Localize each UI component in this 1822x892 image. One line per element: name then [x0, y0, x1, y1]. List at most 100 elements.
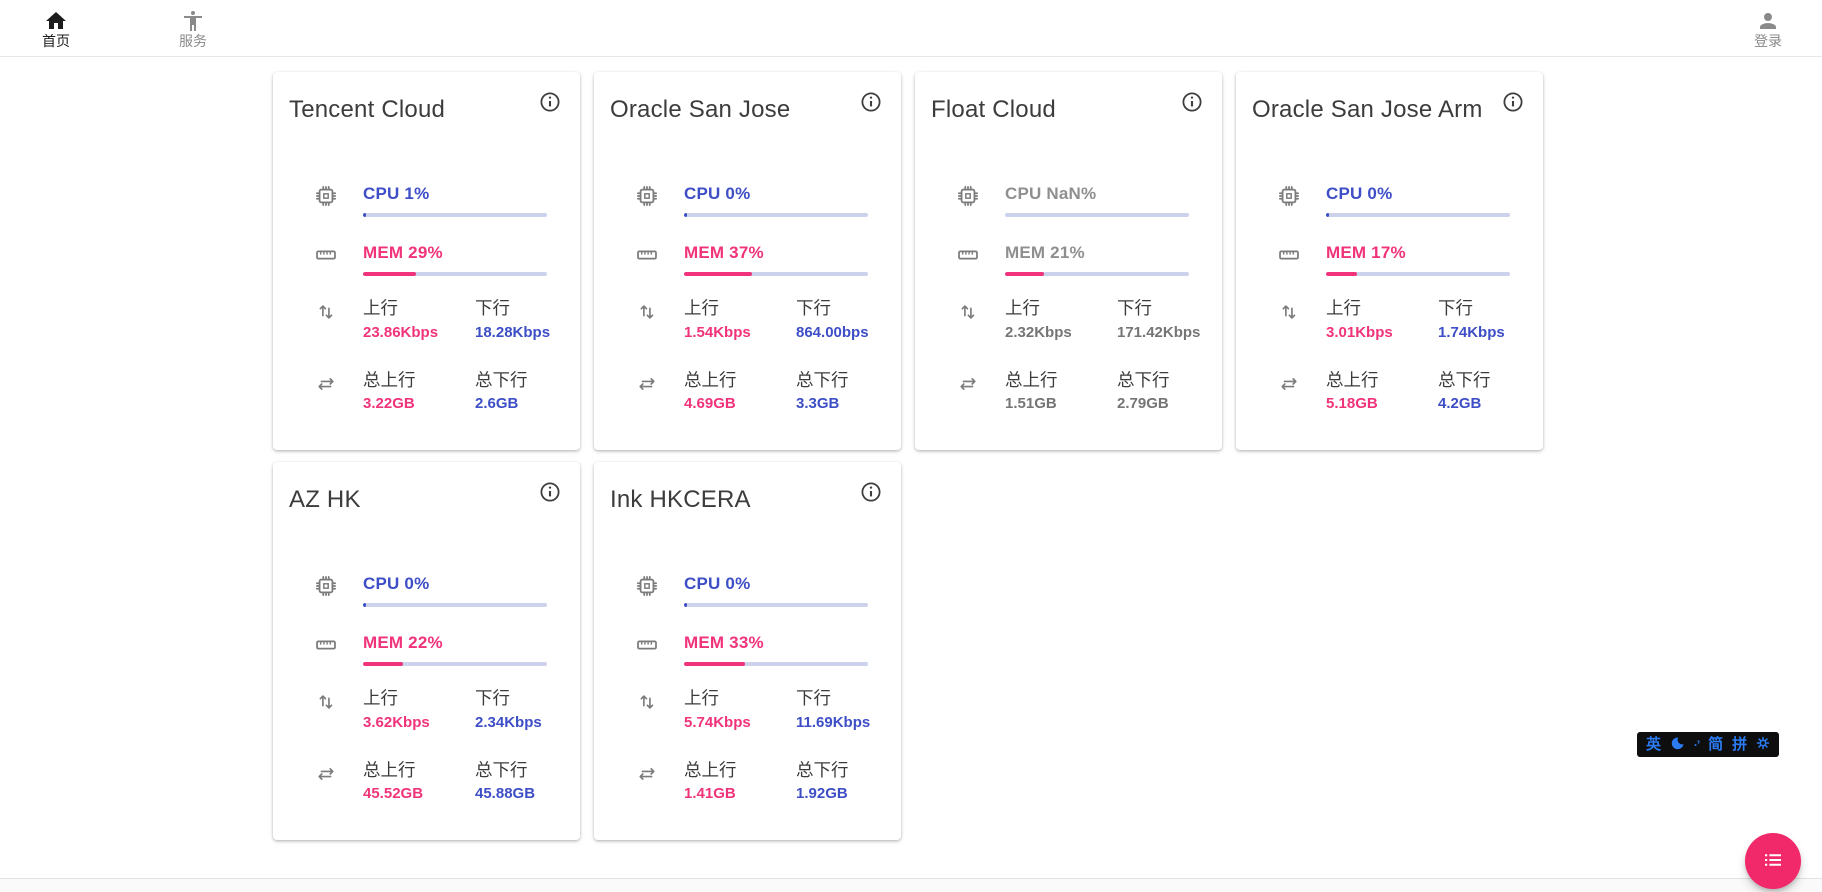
- cpu-chip-icon: [289, 184, 363, 207]
- total-upload-label: 总上行: [363, 369, 416, 390]
- download-stat: 下行 11.69Kbps: [796, 688, 885, 731]
- upload-value: 1.54Kbps: [684, 323, 751, 341]
- cpu-progress-bar: [1005, 213, 1189, 217]
- total-upload-value: 45.52GB: [363, 785, 424, 802]
- total-download-label: 总下行: [475, 369, 528, 390]
- ime-simplified-indicator[interactable]: 简: [1708, 736, 1724, 753]
- info-button[interactable]: [538, 480, 562, 504]
- info-button[interactable]: [1180, 90, 1204, 114]
- login-person-icon: [1756, 9, 1780, 33]
- net-speed-row: 上行 1.54Kbps 下行 864.00bps: [610, 298, 885, 341]
- download-stat: 下行 864.00bps: [796, 298, 885, 339]
- info-button[interactable]: [859, 90, 883, 114]
- mem-bar-fill: [363, 272, 417, 276]
- ime-settings-gear-icon[interactable]: [1756, 736, 1770, 753]
- total-upload-label: 总上行: [1005, 369, 1058, 390]
- download-value: 1.74Kbps: [1438, 323, 1505, 341]
- total-download-value: 1.92GB: [796, 785, 848, 802]
- ime-pinyin-indicator[interactable]: 拼: [1732, 736, 1748, 753]
- top-navbar: 首页 服务 登录: [0, 0, 1822, 57]
- cpu-bar-fill: [1326, 213, 1329, 217]
- swap-horizontal-icon: [1252, 372, 1326, 395]
- total-download-stat: 总下行 4.2GB: [1438, 371, 1527, 412]
- info-button[interactable]: [859, 480, 883, 504]
- total-upload-stat: 总上行 3.22GB: [363, 369, 475, 411]
- server-card: AZ HK C: [273, 462, 580, 840]
- home-icon: [44, 9, 68, 33]
- nav-item-login[interactable]: 登录: [1742, 9, 1794, 48]
- info-icon: [859, 482, 883, 507]
- cpu-row: CPU 0%: [610, 574, 885, 607]
- upload-label: 上行: [1005, 298, 1040, 318]
- cpu-progress-bar: [1326, 213, 1510, 217]
- cpu-progress-bar: [363, 603, 547, 607]
- download-label: 下行: [796, 298, 831, 318]
- total-download-label: 总下行: [475, 759, 528, 780]
- mem-usage-label: MEM 17%: [1326, 243, 1406, 262]
- mem-usage-label: MEM 21%: [1005, 243, 1085, 262]
- total-upload-value: 1.51GB: [1005, 395, 1057, 412]
- ime-punctuation-indicator[interactable]: ·’: [1693, 737, 1700, 752]
- net-total-row: 总上行 5.18GB 总下行 4.2GB: [1252, 371, 1527, 412]
- server-card: Oracle San Jose: [594, 72, 901, 450]
- cpu-chip-icon: [1252, 184, 1326, 207]
- upload-stat: 上行 23.86Kbps: [363, 299, 475, 339]
- upload-label: 上行: [363, 688, 398, 708]
- mem-ruler-icon: [610, 633, 684, 656]
- net-total-row: 总上行 1.51GB 总下行 2.79GB: [931, 369, 1206, 412]
- swap-horizontal-icon: [931, 372, 1005, 395]
- cpu-row: CPU NaN%: [931, 184, 1206, 217]
- total-download-value: 2.79GB: [1117, 395, 1169, 412]
- server-card: Float Cloud: [915, 72, 1222, 450]
- info-icon: [1501, 92, 1525, 117]
- mem-usage-label: MEM 37%: [684, 243, 764, 262]
- cpu-row: CPU 1%: [289, 184, 564, 217]
- cpu-bar-fill: [363, 213, 366, 217]
- download-label: 下行: [796, 688, 831, 708]
- cpu-bar-fill: [684, 213, 687, 217]
- info-icon: [538, 482, 562, 507]
- net-total-row: 总上行 3.22GB 总下行 2.6GB: [289, 369, 564, 412]
- download-label: 下行: [1438, 298, 1473, 318]
- download-value: 171.42Kbps: [1117, 323, 1201, 341]
- mem-row: MEM 29%: [289, 243, 564, 276]
- total-upload-label: 总上行: [684, 369, 737, 390]
- server-card: Tencent Cloud: [273, 72, 580, 450]
- upload-value: 3.01Kbps: [1326, 323, 1393, 341]
- total-upload-label: 总上行: [363, 759, 416, 780]
- nav-item-services[interactable]: 服务: [167, 9, 219, 48]
- total-upload-label: 总上行: [684, 759, 737, 780]
- mem-progress-bar: [363, 272, 547, 276]
- info-button[interactable]: [538, 90, 562, 114]
- info-button[interactable]: [1501, 90, 1525, 114]
- cpu-row: CPU 0%: [1252, 184, 1527, 217]
- page-footer: [0, 878, 1822, 892]
- total-download-stat: 总下行 45.88GB: [475, 759, 564, 801]
- total-download-value: 4.2GB: [1438, 395, 1482, 412]
- moon-icon[interactable]: [1670, 736, 1685, 754]
- download-label: 下行: [475, 688, 510, 708]
- upload-stat: 上行 1.54Kbps: [684, 299, 796, 341]
- total-download-value: 2.6GB: [475, 395, 519, 412]
- cpu-usage-label: CPU 0%: [684, 184, 751, 203]
- swap-horizontal-icon: [289, 762, 363, 785]
- up-down-arrows-icon: [931, 300, 1005, 323]
- up-down-arrows-icon: [1252, 300, 1326, 323]
- download-value: 11.69Kbps: [796, 713, 871, 731]
- server-list-fab[interactable]: [1745, 833, 1801, 889]
- cpu-chip-icon: [610, 574, 684, 597]
- total-upload-value: 5.18GB: [1326, 395, 1378, 412]
- cpu-usage-label: CPU 1%: [363, 184, 430, 203]
- nav-item-home[interactable]: 首页: [30, 9, 82, 48]
- total-download-label: 总下行: [796, 759, 849, 780]
- nav-services-label: 服务: [179, 32, 207, 49]
- total-download-stat: 总下行 2.79GB: [1117, 371, 1206, 412]
- ime-language-indicator[interactable]: 英: [1645, 736, 1661, 753]
- mem-progress-bar: [684, 662, 868, 666]
- mem-progress-bar: [1005, 272, 1189, 276]
- up-down-arrows-icon: [289, 690, 363, 713]
- total-download-label: 总下行: [796, 369, 849, 390]
- upload-value: 5.74Kbps: [684, 713, 751, 731]
- net-total-row: 总上行 1.41GB 总下行 1.92GB: [610, 759, 885, 802]
- info-icon: [1180, 92, 1204, 117]
